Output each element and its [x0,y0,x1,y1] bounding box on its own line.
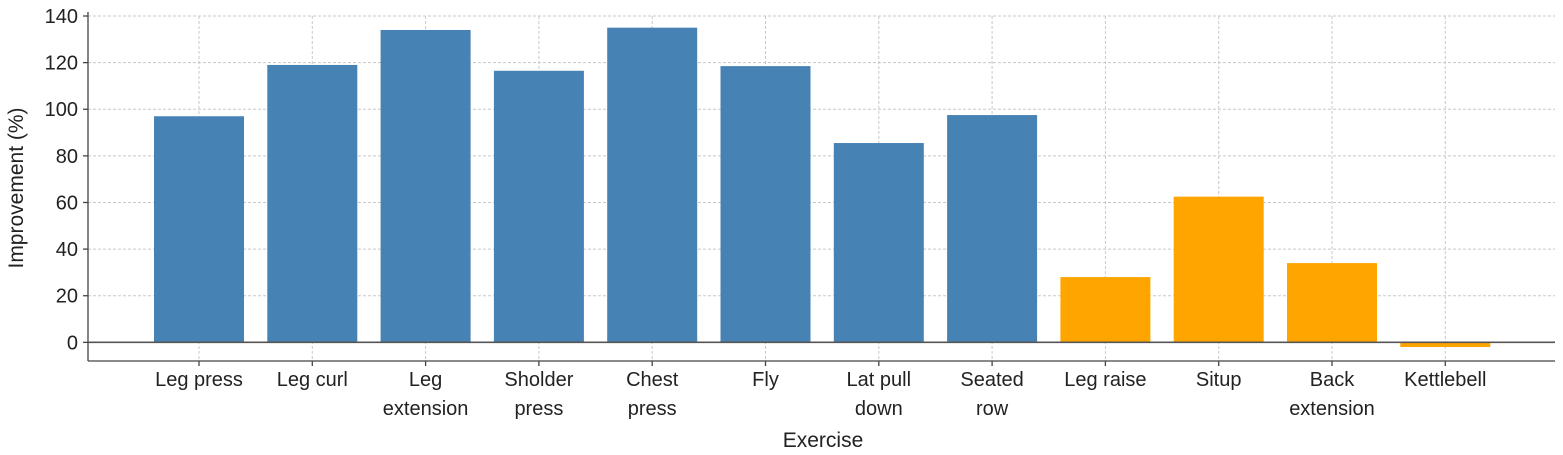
bar [1400,342,1491,348]
y-tick-label: 0 [67,332,78,354]
x-tick-label-line: Leg raise [1064,369,1146,391]
x-tick-label-line: down [855,398,903,420]
x-tick-label-line: Seated [960,369,1023,391]
bar [720,66,811,343]
x-tick-label-line: Lat pull [847,369,912,391]
x-tick-label-line: Fly [752,369,779,391]
x-tick-label: Seated row [960,369,1023,420]
bar [1060,277,1151,343]
bars [154,27,1491,348]
x-tick-label: Kettlebell [1404,369,1486,391]
x-tick-label-line: Sholder [504,369,573,391]
x-tick-label: Lat pull down [847,369,912,420]
x-tick-label: Fly [752,369,779,391]
y-axis-title: Improvement (%) [5,107,28,268]
x-tick-label: Leg extension [383,369,469,420]
x-tick-label-line: Back [1310,369,1355,391]
x-tick-label: Leg curl [277,369,348,391]
x-tick-label: Back extension [1289,369,1375,420]
x-tick-label-line: Leg curl [277,369,348,391]
x-tick-label-line: Leg press [155,369,243,391]
x-tick-label: Leg raise [1064,369,1146,391]
x-tick-label-line: row [976,398,1009,420]
y-tick-label: 60 [56,192,78,214]
x-tick-label-line: press [514,398,563,420]
x-tick-label-line: extension [383,398,469,420]
axes [83,12,1555,366]
bar [380,29,471,343]
y-tick-label: 20 [56,286,78,308]
x-tick-label-line: press [628,398,677,420]
bar [1173,196,1264,343]
y-tick-label: 120 [45,53,78,75]
x-tick-label-line: extension [1289,398,1375,420]
y-tick-label: 100 [45,99,78,121]
x-tick-label-line: Kettlebell [1404,369,1486,391]
bar [267,64,358,343]
y-tick-label: 140 [45,6,78,28]
bar [607,27,698,343]
x-tick-label: Sholder press [504,369,573,420]
bar [947,115,1038,343]
bar [154,116,244,343]
x-tick-label-line: Situp [1196,369,1242,391]
x-tick-label: Leg press [155,369,243,391]
y-tick-label: 80 [56,146,78,168]
x-axis-title: Exercise [783,429,864,452]
y-tick-labels: 0 20 40 60 80 100 120 140 [45,6,78,354]
x-tick-label-line: Chest [626,369,679,391]
bar [493,70,584,343]
x-tick-labels: Leg press Leg curl Leg extension Sholder pres… [155,369,1486,420]
x-tick-label: Situp [1196,369,1242,391]
bar [1287,263,1377,343]
x-tick-label-line: Leg [409,369,442,391]
x-tick-label: Chest press [626,369,679,420]
y-tick-label: 40 [56,239,78,261]
bar [833,143,924,343]
